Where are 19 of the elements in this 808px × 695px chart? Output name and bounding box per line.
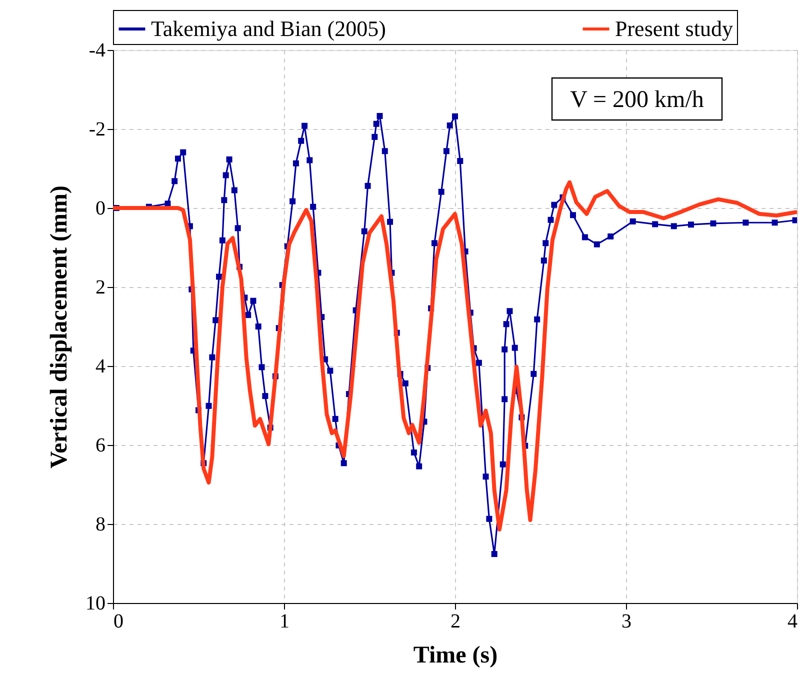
y-tick-label: 4 [96, 356, 106, 378]
y-tick-label: -4 [88, 40, 106, 62]
y-tick-label: -2 [88, 118, 106, 140]
x-axis-title: Time (s) [413, 642, 498, 668]
x-tick-label: 4 [788, 610, 798, 632]
x-tick-label: 2 [450, 610, 460, 632]
x-tick-label: 1 [280, 610, 290, 632]
y-tick-label: 2 [96, 276, 106, 298]
y-axis-title: Vertical displacement (mm) [46, 185, 72, 469]
legend-label: Takemiya and Bian (2005) [151, 16, 386, 41]
y-tick-label: 0 [96, 198, 106, 220]
x-tick-label: 0 [114, 610, 124, 632]
y-tick-label: 6 [96, 434, 106, 456]
y-tick-label: 10 [86, 592, 106, 614]
annotation: V = 200 km/h [570, 87, 704, 113]
line-series [113, 180, 797, 532]
x-tick-label: 3 [622, 610, 632, 632]
legend-label: Present study [615, 16, 733, 41]
y-tick-label: 8 [96, 514, 106, 536]
